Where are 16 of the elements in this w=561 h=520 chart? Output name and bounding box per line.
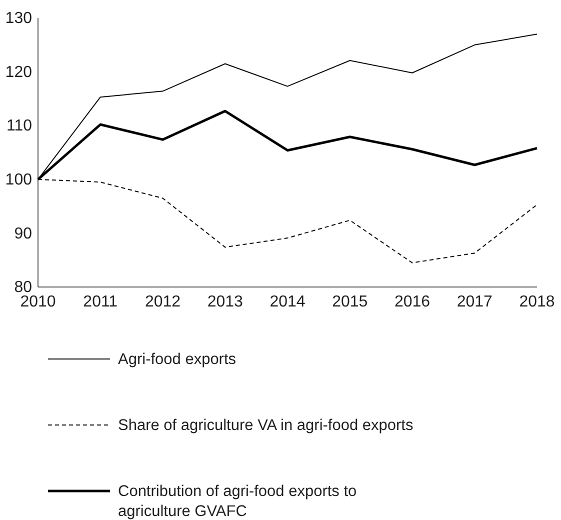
- x-tick-label: 2012: [144, 293, 181, 310]
- x-tick-label: 2016: [394, 293, 430, 310]
- legend-label: Agri-food exports: [118, 351, 236, 368]
- x-tick-label: 2014: [270, 293, 306, 310]
- y-tick-label: 90: [14, 225, 32, 242]
- x-tick-label: 2011: [83, 293, 118, 310]
- y-tick-label: 100: [5, 172, 32, 189]
- y-tick-label: 110: [6, 118, 32, 135]
- legend-label: Share of agriculture VA in agri-food exports: [118, 417, 414, 434]
- x-tick-label: 2017: [456, 293, 493, 310]
- y-tick-label: 120: [5, 64, 32, 81]
- y-tick-label: 130: [5, 10, 32, 28]
- x-tick-label: 2015: [332, 293, 368, 310]
- legend-label: Contribution of agri-food exports to agriculture GVAFC: [118, 483, 357, 520]
- x-tick-label: 2013: [207, 293, 244, 310]
- x-tick-label: 2018: [519, 293, 555, 310]
